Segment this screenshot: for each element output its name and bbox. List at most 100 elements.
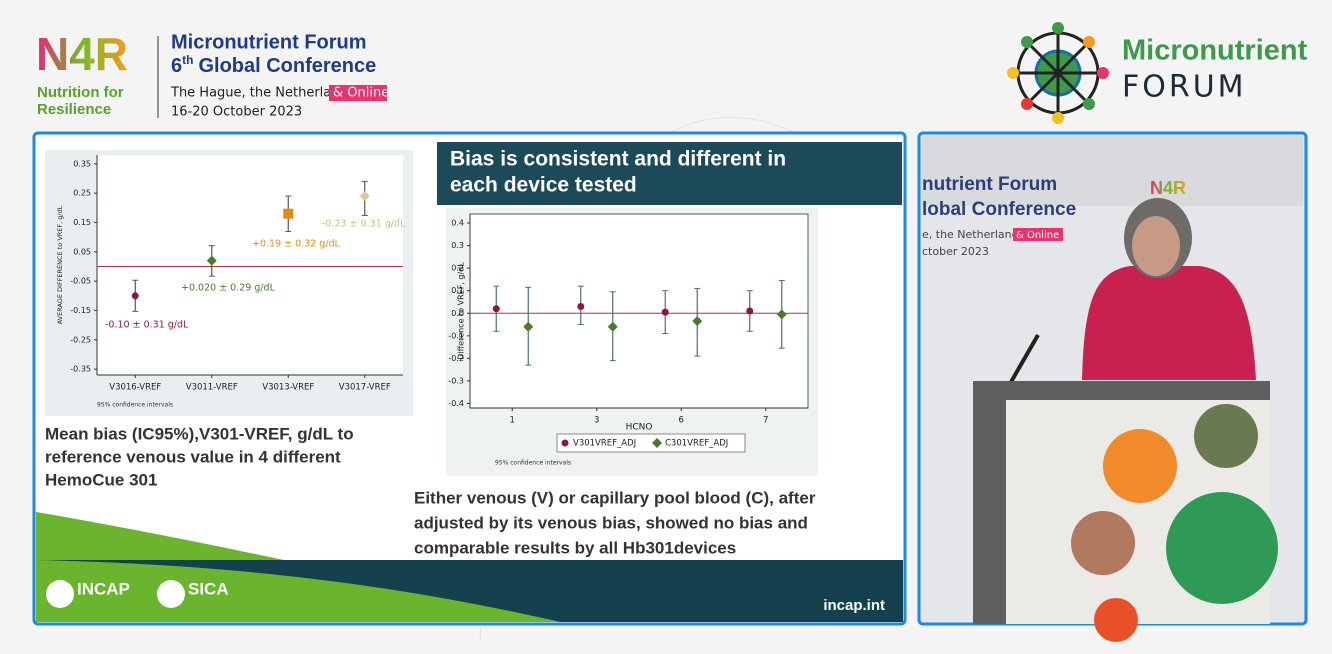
legend-label: V301VREF_ADJ — [573, 439, 636, 449]
marker — [359, 191, 370, 202]
url: incap.int — [823, 597, 885, 614]
y-tick-label: 0.35 — [73, 159, 91, 168]
podium-circle — [1166, 492, 1278, 604]
logo-text: SICA — [188, 579, 229, 598]
x-tick-label: V3016-VREF — [109, 383, 161, 393]
n4r-logo: N4R — [36, 28, 128, 80]
y-axis-label: Difference to VREF, g/dL — [457, 262, 466, 360]
y-tick-label: -0.3 — [448, 376, 464, 385]
y-tick-label: 0.2 — [451, 264, 464, 273]
footer-band — [36, 560, 903, 622]
marker — [607, 321, 618, 332]
caption: Mean bias (IC95%),V301-VREF, g/dL to — [45, 424, 354, 443]
marker — [283, 208, 294, 219]
y-tick-label: -0.2 — [448, 354, 464, 363]
incap-emblem — [46, 580, 74, 608]
conference-title: 6th Global Conference — [171, 53, 376, 77]
plot-area — [469, 213, 809, 409]
y-tick-label: -0.05 — [70, 277, 91, 286]
x-tick-label: 6 — [679, 416, 684, 426]
caption: HemoCue 301 — [45, 470, 157, 489]
heading: each device tested — [450, 174, 637, 197]
conference: Global Conference — [198, 55, 376, 77]
podium-circle — [1194, 404, 1258, 468]
x-tick-label: 3 — [594, 416, 599, 426]
y-tick-label: 0.4 — [451, 219, 464, 228]
backdrop-text: nutrient Forum — [922, 174, 1057, 195]
x-axis-label: HCNO — [626, 423, 653, 433]
y-tick-label: 0.05 — [73, 247, 91, 256]
online: & Online — [333, 86, 389, 101]
tagline: Nutrition for — [37, 84, 124, 101]
wheel-dots — [1007, 22, 1109, 124]
tagline: Resilience — [37, 101, 111, 118]
annotation: -0.23 ± 0.31 g/dL — [322, 219, 406, 230]
x-tick-label: V3011-VREF — [186, 383, 238, 393]
x-tick-label: 1 — [510, 416, 515, 426]
brand: Micronutrient — [1122, 35, 1308, 67]
y-tick-label: -0.35 — [70, 365, 91, 374]
footnote: 95% confidence intervals — [495, 460, 571, 467]
backdrop-logo: N4R — [1150, 178, 1186, 198]
annotation: -0.10 ± 0.31 g/dL — [105, 320, 189, 331]
forum-wheel — [1016, 31, 1100, 115]
podium-circle — [1094, 598, 1138, 642]
speaker-face — [1132, 216, 1180, 276]
caption: adjusted by its venous bias, showed no b… — [414, 513, 808, 532]
y-tick-label: 0.1 — [451, 286, 464, 295]
podium-circle — [1103, 429, 1177, 503]
logo-text: INCAP — [77, 579, 130, 598]
backdrop-text: ctober 2023 — [922, 245, 989, 258]
y-tick-label: -0.1 — [448, 331, 464, 340]
dates: 16-20 October 2023 — [171, 105, 302, 120]
marker — [692, 316, 703, 327]
marker — [523, 321, 534, 332]
legend-marker — [652, 438, 662, 448]
footnote: 95% confidence intervals — [97, 402, 173, 409]
annotation: +0.19 ± 0.32 g/dL — [252, 239, 341, 250]
legend — [556, 433, 746, 453]
caption: Either venous (V) or capillary pool bloo… — [414, 488, 816, 507]
backdrop-badge — [1013, 228, 1063, 241]
ordinal: 6 — [171, 55, 182, 77]
marker — [131, 292, 139, 300]
ordinal-suffix: th — [182, 53, 193, 67]
video-ceiling — [922, 136, 1303, 206]
y-axis-label: AVERAGE DIFFERENCE to VREF, g/dL — [56, 205, 64, 324]
x-tick-label: V3017-VREF — [339, 383, 391, 393]
legend-marker — [561, 439, 569, 447]
marker — [746, 307, 754, 315]
brand: FORUM — [1122, 70, 1247, 105]
forum-title: Micronutrient Forum — [171, 31, 367, 53]
speaker-shirt — [1082, 266, 1256, 380]
legend-label: C301VREF_ADJ — [665, 439, 728, 449]
x-tick-label: V3013-VREF — [262, 383, 314, 393]
location: The Hague, the Netherlands — [170, 86, 355, 101]
x-tick-label: 7 — [763, 416, 768, 426]
heading: Bias is consistent and different in — [450, 148, 786, 171]
marker — [661, 308, 669, 316]
podium-circle — [1071, 511, 1135, 575]
y-tick-label: -0.25 — [70, 335, 91, 344]
caption: reference venous value in 4 different — [45, 447, 341, 466]
backdrop-text: lobal Conference — [922, 199, 1076, 220]
y-tick-label: -0.4 — [448, 399, 464, 408]
caption: comparable results by all Hb301devices — [414, 538, 736, 557]
backdrop-text: e, the Netherlands — [922, 228, 1025, 241]
microphone — [1009, 334, 1040, 383]
marker — [206, 255, 217, 266]
y-tick-label: 0.25 — [73, 189, 91, 198]
y-tick-label: 0.3 — [451, 241, 464, 250]
annotation: +0.020 ± 0.29 g/dL — [181, 283, 276, 294]
marker — [492, 305, 500, 313]
plot-area — [97, 155, 403, 375]
online-badge — [329, 85, 387, 101]
sica-emblem — [157, 580, 185, 608]
backdrop-text: & Online — [1016, 230, 1059, 241]
marker — [776, 309, 787, 320]
heading-box — [437, 142, 902, 205]
marker — [577, 302, 585, 310]
y-tick-label: 0.15 — [73, 218, 91, 227]
